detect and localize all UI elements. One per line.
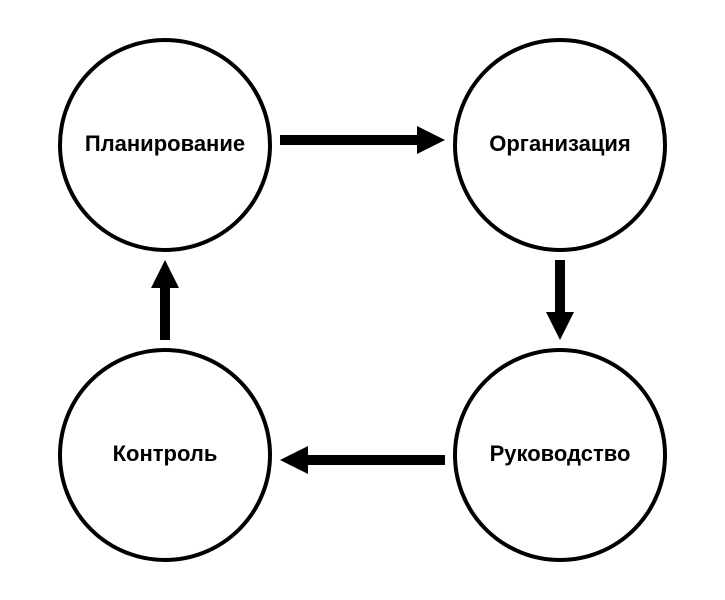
arrowhead-icon [546,312,574,340]
arrowhead-icon [417,126,445,154]
node-label-organization: Организация [489,131,631,156]
arrowhead-icon [151,260,179,288]
node-label-planning: Планирование [85,131,245,156]
management-cycle-diagram: Планирование Организация Руководство Контро… [0,0,725,600]
edge-leadership-to-control [280,446,445,474]
nodes-layer: Планирование Организация Руководство Контро… [60,40,665,560]
node-planning: Планирование [60,40,270,250]
node-label-leadership: Руководство [490,441,631,466]
node-leadership: Руководство [455,350,665,560]
edge-control-to-planning [151,260,179,340]
node-label-control: Контроль [113,441,218,466]
edge-organization-to-leadership [546,260,574,340]
arrowhead-icon [280,446,308,474]
node-control: Контроль [60,350,270,560]
node-organization: Организация [455,40,665,250]
edge-planning-to-organization [280,126,445,154]
